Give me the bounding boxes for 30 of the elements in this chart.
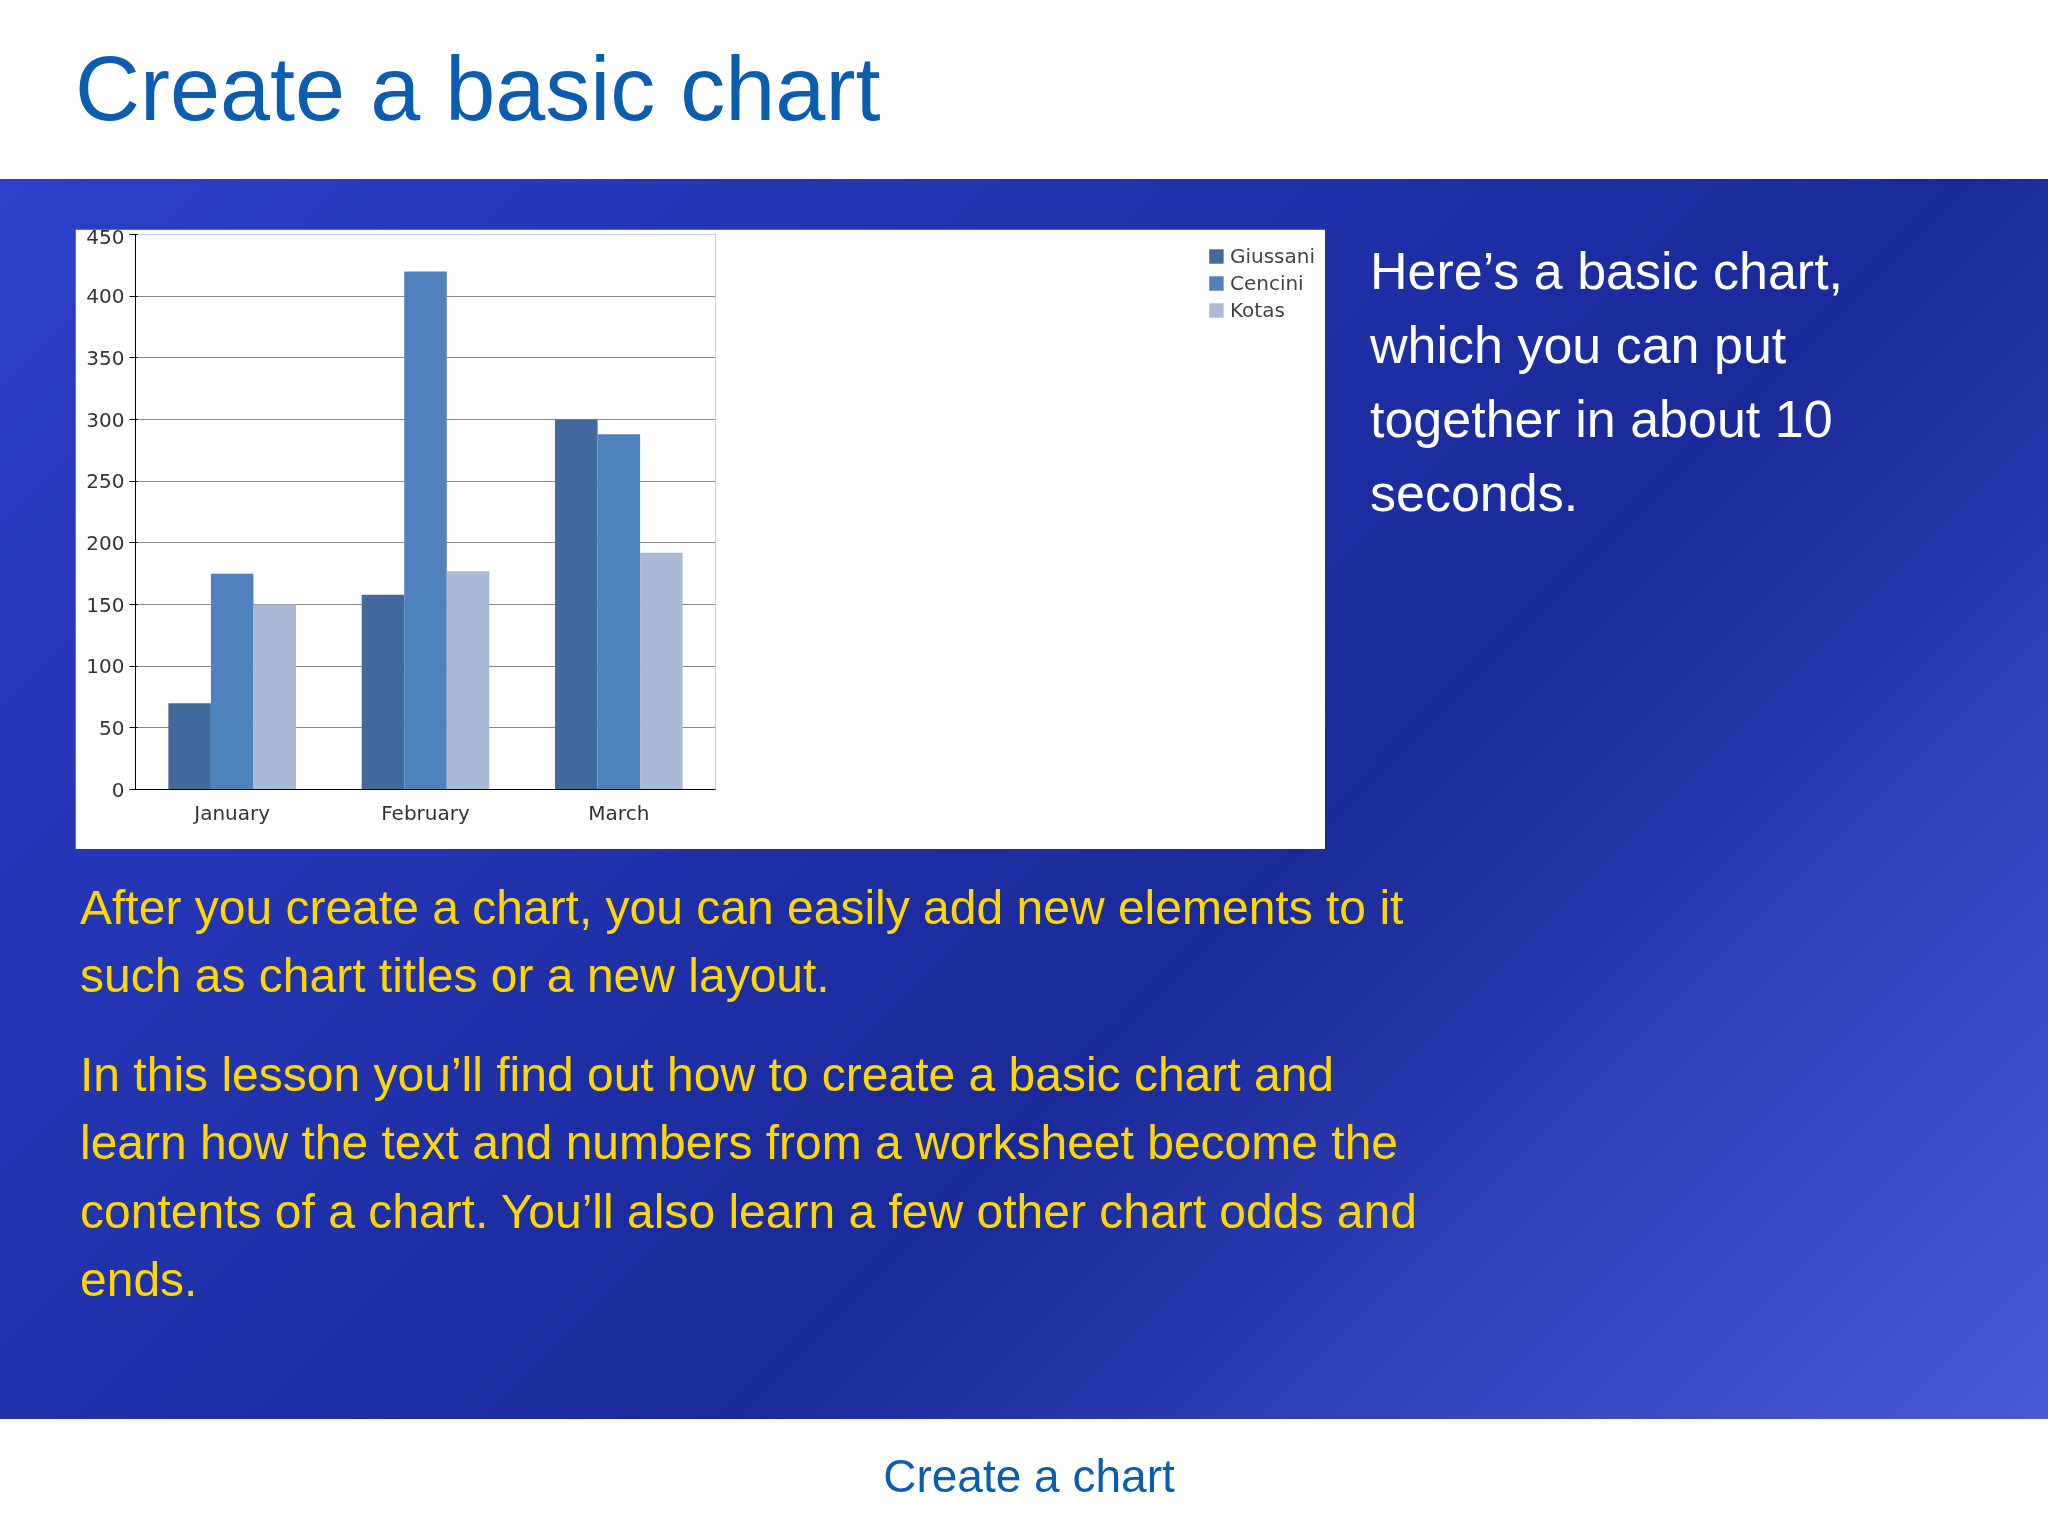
legend-label: Kotas <box>1229 297 1285 322</box>
chart-title: Create a basic chart <box>75 38 881 141</box>
bar <box>555 419 598 790</box>
bar <box>168 702 211 790</box>
y-tick-label: 400 <box>86 283 125 308</box>
bar <box>640 552 683 790</box>
y-tick-label: 0 <box>111 777 125 802</box>
bar <box>446 570 490 790</box>
y-tick-label: 100 <box>86 653 125 678</box>
y-tick-label: 200 <box>86 530 125 555</box>
x-tick-label: January <box>192 800 271 825</box>
bar <box>404 271 447 790</box>
bar <box>361 594 405 790</box>
legend-label: Giussani <box>1229 243 1315 268</box>
text: After you create a chart, you can easily add new elements to it such as chart titles or a new layout. <box>80 879 1405 1005</box>
bar <box>253 604 296 790</box>
bar <box>210 573 254 790</box>
legend-label: Cencini <box>1229 270 1304 295</box>
x-tick-label: March <box>588 800 650 825</box>
y-tick-label: 250 <box>86 468 125 493</box>
bar <box>597 433 641 790</box>
y-tick-label: 150 <box>86 592 125 617</box>
y-tick-label: 350 <box>86 345 125 370</box>
y-tick-label: 50 <box>99 715 125 740</box>
y-tick-label: 450 <box>86 224 125 249</box>
text: In this lesson you’ll find out how to create a basic chart and learn how the text and numbers from a worksheet become the contents of a chart. You’ll also learn a few other chart odds and ends. <box>80 1046 1418 1309</box>
y-tick-label: 300 <box>86 407 125 432</box>
x-tick-label: February <box>381 800 470 825</box>
text: Here’s a basic chart, which you can put together in about 10 seconds. <box>1370 240 1845 525</box>
text: Create a chart <box>883 1448 1175 1504</box>
